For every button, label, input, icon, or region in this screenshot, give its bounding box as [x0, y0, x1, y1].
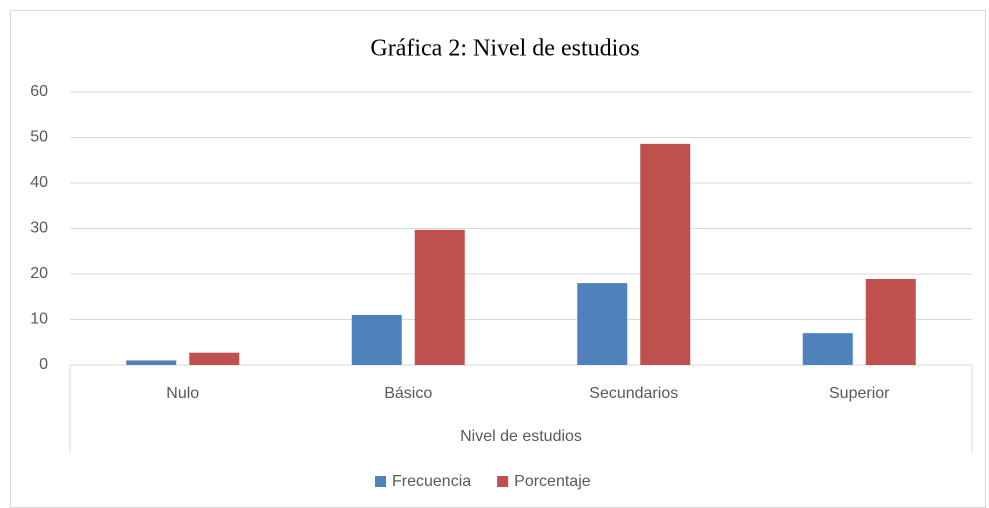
chart-border	[10, 10, 986, 508]
y-tick-label: 30	[30, 220, 48, 237]
x-tick-label: Superior	[829, 385, 890, 402]
bar	[351, 314, 402, 365]
legend-label: Frecuencia	[392, 473, 471, 490]
y-tick-label: 40	[30, 174, 48, 191]
x-tick-label: Básico	[384, 385, 432, 402]
legend-label: Porcentaje	[514, 473, 591, 490]
bar	[577, 283, 628, 365]
legend-swatch	[375, 476, 386, 487]
x-tick-label: Nulo	[166, 385, 199, 402]
y-tick-label: 20	[30, 265, 48, 282]
y-tick-label: 10	[30, 311, 48, 328]
y-tick-label: 50	[30, 129, 48, 146]
x-tick-label: Secundarios	[589, 385, 678, 402]
bar	[126, 360, 177, 365]
bar	[414, 229, 465, 365]
bar	[189, 352, 240, 365]
y-tick-label: 0	[39, 356, 48, 373]
y-tick-label: 60	[30, 83, 48, 100]
bar	[640, 143, 691, 365]
legend-swatch	[497, 476, 509, 487]
chart-title: Gráfica 2: Nivel de estudios	[370, 36, 639, 62]
bar	[802, 333, 853, 365]
x-axis-title: Nivel de estudios	[460, 428, 582, 445]
bar	[865, 279, 916, 365]
